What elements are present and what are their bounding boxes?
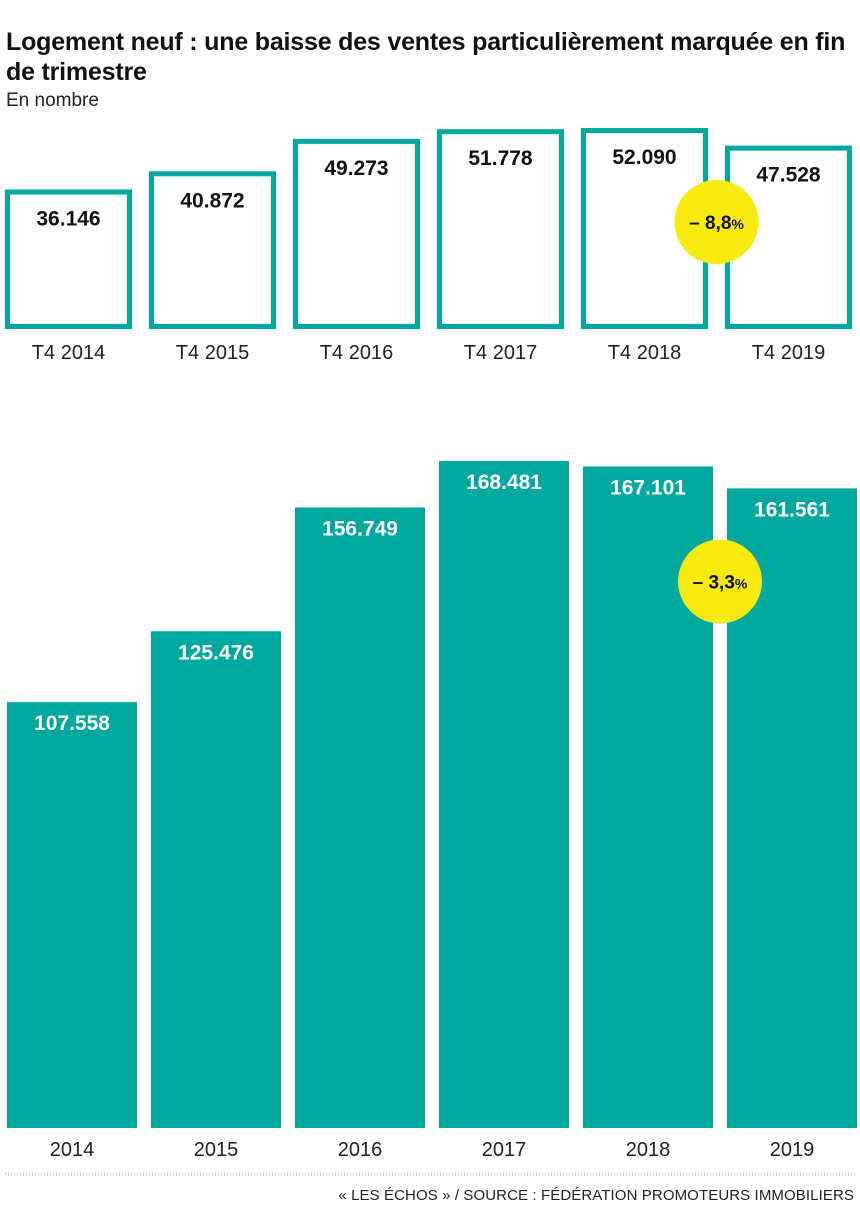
bar [151,631,281,1128]
tick-label: 2016 [338,1139,383,1161]
bar [7,702,137,1128]
bar [5,189,132,329]
data-label: 49.273 [324,157,388,180]
change-label: – 3,3% [693,572,748,593]
change-badge [674,180,759,264]
data-label: 36.146 [36,208,100,231]
q4-chart: 36.146 T4 2014 40.872 T4 2015 49.273 T4 2016 5… [5,128,852,364]
data-label: 125.476 [178,641,254,664]
data-label: 40.872 [180,189,244,212]
change-badge [678,539,762,624]
data-label: 168.481 [466,471,542,494]
tick-label: 2014 [50,1139,95,1161]
bar [295,507,425,1128]
data-label: 47.528 [756,164,821,187]
tick-label: T4 2017 [464,342,537,364]
tick-label: T4 2016 [320,342,393,364]
data-label: 107.558 [34,712,110,735]
bar [439,461,569,1128]
tick-label: 2018 [626,1139,671,1161]
data-label: 51.778 [468,147,533,170]
data-label: 52.090 [612,146,676,169]
bar [293,138,420,329]
chart-title: Logement neuf : une baisse des ventes pa… [6,28,846,86]
source-note: « LES ÉCHOS » / SOURCE : FÉDÉRATION PROM… [338,1187,854,1204]
tick-label: T4 2015 [176,342,249,364]
tick-label: 2017 [482,1139,527,1161]
tick-label: 2015 [194,1139,239,1161]
tick-label: T4 2019 [752,342,825,364]
tick-label: T4 2018 [608,342,681,364]
data-label: 167.101 [610,476,686,499]
bar [149,171,276,329]
annual-chart: 107.558 2014 125.476 2015 156.749 2016 168.481… [7,461,857,1161]
chart-subtitle: En nombre [6,90,99,111]
tick-label: 2019 [770,1139,815,1161]
change-label: – 8,8% [689,213,744,234]
data-label: 161.561 [754,498,830,521]
bar [437,129,564,329]
data-label: 156.749 [322,517,398,540]
tick-label: T4 2014 [32,342,105,364]
